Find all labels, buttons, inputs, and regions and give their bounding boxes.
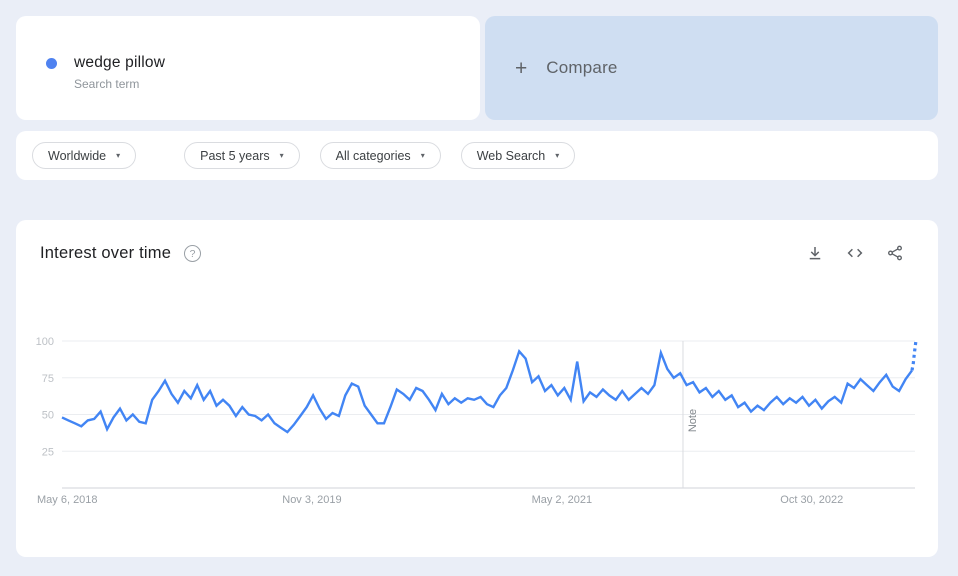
- chevron-down-icon: ▾: [420, 150, 425, 160]
- search-term-card[interactable]: wedge pillow Search term: [16, 16, 480, 120]
- filter-bar: Worldwide ▾ Past 5 years ▾ All categorie…: [16, 131, 938, 180]
- chart-title: Interest over time: [40, 244, 172, 262]
- filter-search-type[interactable]: Web Search ▾: [460, 142, 576, 169]
- chart-header: Interest over time ?: [40, 244, 202, 263]
- compare-label: Compare: [546, 58, 618, 77]
- y-tick-label: 100: [36, 336, 54, 348]
- x-tick-label: May 6, 2018: [37, 494, 98, 506]
- x-tick-label: Nov 3, 2019: [282, 494, 341, 506]
- embed-icon[interactable]: [845, 244, 865, 262]
- filter-category[interactable]: All categories ▾: [319, 142, 441, 169]
- search-term-title: wedge pillow: [74, 54, 166, 71]
- share-icon[interactable]: [886, 244, 904, 262]
- filter-region[interactable]: Worldwide ▾: [32, 142, 137, 169]
- filter-region-label: Worldwide: [48, 148, 107, 163]
- x-tick-label: Oct 30, 2022: [780, 494, 843, 506]
- x-tick-label: May 2, 2021: [532, 494, 593, 506]
- trend-line-dotted: [910, 340, 918, 371]
- filter-time-range[interactable]: Past 5 years ▾: [184, 142, 300, 169]
- download-icon[interactable]: [806, 244, 824, 262]
- search-term-text: wedge pillow Search term: [74, 54, 165, 91]
- filter-category-label: All categories: [335, 148, 411, 163]
- series-color-dot: [46, 58, 57, 69]
- compare-add-button[interactable]: + Compare: [485, 16, 938, 120]
- search-term-inner: wedge pillow Search term: [16, 16, 480, 91]
- chevron-down-icon: ▾: [279, 150, 284, 160]
- trend-chart[interactable]: 25 50 75 100 Note May 6, 2018 Nov 3, 2019 May 2…: [16, 220, 938, 557]
- chevron-down-icon: ▾: [116, 150, 121, 160]
- help-icon[interactable]: ?: [184, 245, 202, 262]
- y-tick-label: 75: [42, 373, 54, 385]
- interest-over-time-card: Interest over time ? 25 50 75 100 Note May 6,…: [16, 220, 938, 557]
- y-tick-label: 50: [42, 410, 54, 422]
- plus-icon: +: [515, 56, 528, 80]
- trend-line: [61, 348, 913, 434]
- filter-time-range-label: Past 5 years: [200, 148, 270, 163]
- filter-search-type-label: Web Search: [476, 148, 546, 163]
- chart-actions: [806, 244, 904, 262]
- search-term-type: Search term: [74, 77, 140, 91]
- y-tick-label: 25: [42, 446, 54, 458]
- note-label: Note: [687, 409, 699, 432]
- chevron-down-icon: ▾: [555, 150, 560, 160]
